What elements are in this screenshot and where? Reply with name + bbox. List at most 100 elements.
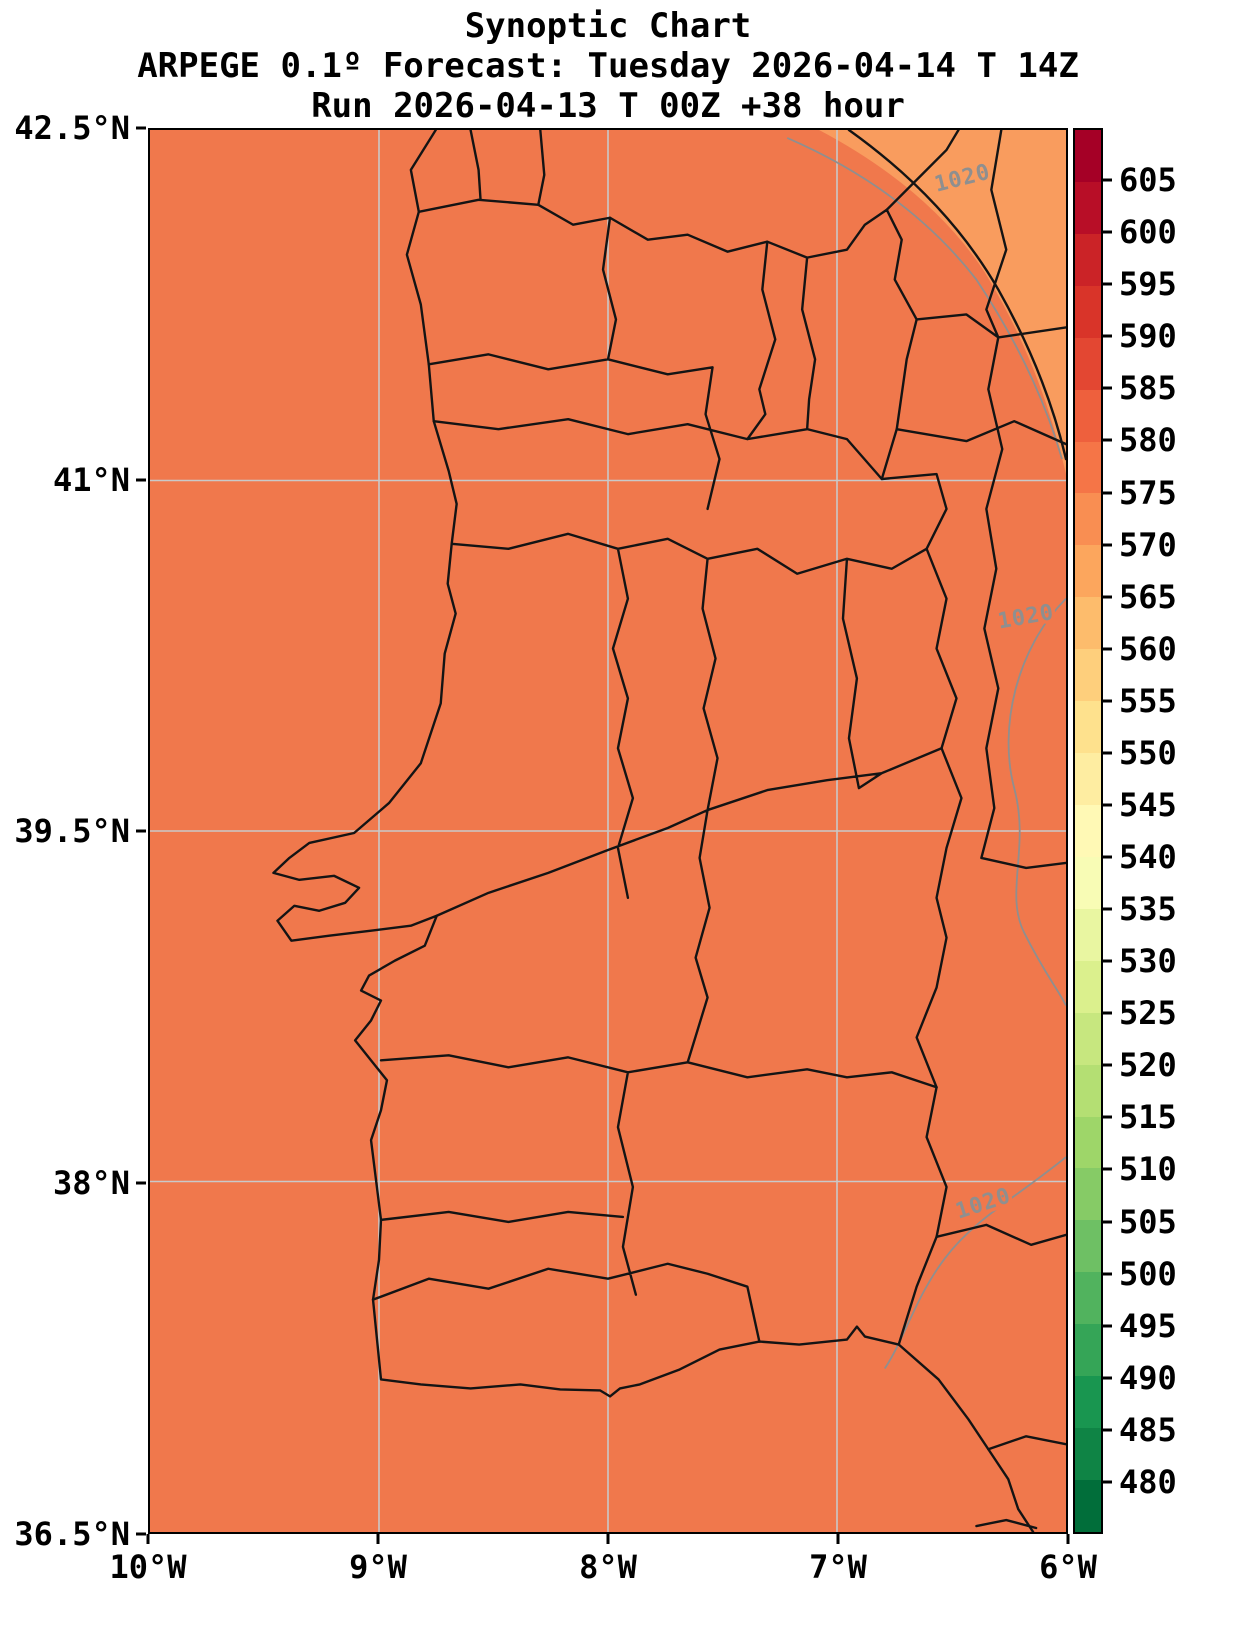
- x-tick-mark: [1066, 1534, 1070, 1544]
- colorbar-band: [1075, 1428, 1101, 1480]
- colorbar-tick-mark: [1103, 1220, 1112, 1224]
- colorbar-tick-mark: [1103, 803, 1112, 807]
- colorbar-tick-label: 550: [1119, 733, 1177, 772]
- title-block: Synoptic Chart ARPEGE 0.1º Forecast: Tue…: [0, 6, 1216, 126]
- colorbar-tick-label: 515: [1119, 1098, 1177, 1137]
- colorbar-tick-mark: [1103, 647, 1112, 651]
- colorbar-tick-label: 565: [1119, 577, 1177, 616]
- colorbar-band: [1075, 1272, 1101, 1325]
- y-tick-label: 38°N: [52, 1163, 130, 1202]
- colorbar-tick-mark: [1103, 1272, 1112, 1276]
- y-tick-label: 42.5°N: [14, 109, 130, 147]
- colorbar: [1073, 128, 1103, 1534]
- colorbar-band: [1075, 701, 1101, 754]
- colorbar-band: [1075, 337, 1101, 390]
- colorbar-band: [1075, 649, 1101, 702]
- colorbar-tick-mark: [1103, 438, 1112, 442]
- portugal-spain-border: [417, 198, 963, 1346]
- colorbar-tick-mark: [1103, 282, 1112, 286]
- colorbar-tick-mark: [1103, 491, 1112, 495]
- x-tick-label: 6°W: [1039, 1548, 1097, 1586]
- y-axis: 42.5°N 41°N 39.5°N 38°N 36.5°N: [0, 109, 148, 1553]
- x-tick-label: 7°W: [809, 1548, 867, 1586]
- colorbar-band: [1075, 1376, 1101, 1429]
- colorbar-tick-mark: [1103, 1011, 1112, 1015]
- colorbar-tick-label: 605: [1119, 161, 1177, 200]
- colorbar-band: [1075, 1064, 1101, 1117]
- colorbar-tick-mark: [1103, 855, 1112, 859]
- spain-province-borders: [847, 130, 1066, 1530]
- x-tick-mark: [146, 1534, 150, 1544]
- y-tick-label: 36.5°N: [14, 1515, 130, 1553]
- colorbar-tick-mark: [1103, 178, 1112, 182]
- colorbar-band: [1075, 130, 1101, 182]
- colorbar-band: [1075, 1479, 1101, 1532]
- district-borders: [371, 130, 943, 1343]
- colorbar-tick-label: 545: [1119, 785, 1177, 824]
- colorbar-band: [1075, 597, 1101, 650]
- colorbar-tick-label: 595: [1119, 265, 1177, 304]
- colorbar-tick-mark: [1103, 386, 1112, 390]
- y-tick-mark: [136, 126, 146, 130]
- colorbar-tick-mark: [1103, 959, 1112, 963]
- colorbar-band: [1075, 389, 1101, 442]
- colorbar-tick-mark: [1103, 1167, 1112, 1171]
- chart-title: Synoptic Chart: [464, 6, 752, 46]
- colorbar-tick-label: 570: [1119, 525, 1177, 564]
- colorbar-tick-mark: [1103, 334, 1112, 338]
- colorbar-band: [1075, 804, 1101, 857]
- colorbar-tick-label: 490: [1119, 1358, 1177, 1397]
- x-tick-label: 10°W: [109, 1548, 187, 1586]
- colorbar-tick-label: 560: [1119, 629, 1177, 668]
- y-tick-mark: [136, 829, 146, 833]
- colorbar-tick-label: 485: [1119, 1410, 1177, 1449]
- colorbar-tick-mark: [1103, 1115, 1112, 1119]
- colorbar-band: [1075, 960, 1101, 1013]
- colorbar-band: [1075, 1168, 1101, 1221]
- colorbar-band: [1075, 856, 1101, 909]
- x-tick-label: 8°W: [579, 1548, 637, 1586]
- coastline: [272, 130, 1035, 1532]
- x-axis: 10°W 9°W 8°W 7°W 6°W: [109, 1534, 1097, 1614]
- colorbar-band: [1075, 1324, 1101, 1377]
- map-plot: 1020 1020 1020: [148, 128, 1068, 1534]
- colorbar-tick-label: 590: [1119, 317, 1177, 356]
- colorbar-tick-label: 540: [1119, 838, 1177, 877]
- colorbar-tick-label: 580: [1119, 421, 1177, 460]
- colorbar-tick-mark: [1103, 1324, 1112, 1328]
- map-svg: 1020 1020 1020: [150, 130, 1066, 1532]
- colorbar-band: [1075, 545, 1101, 598]
- colorbar-tick-mark: [1103, 230, 1112, 234]
- colorbar-band: [1075, 493, 1101, 546]
- colorbar-tick-mark: [1103, 543, 1112, 547]
- y-tick-mark: [136, 478, 146, 481]
- colorbar-tick-label: 600: [1119, 213, 1177, 252]
- y-tick-mark: [136, 1181, 146, 1184]
- geopotential-fill-light-band: [819, 130, 1066, 475]
- colorbar-tick-mark: [1103, 1428, 1112, 1432]
- colorbar-tick-mark: [1103, 595, 1112, 599]
- colorbar-tick-label: 525: [1119, 994, 1177, 1033]
- colorbar-tick-label: 555: [1119, 681, 1177, 720]
- colorbar-tick-label: 585: [1119, 369, 1177, 408]
- colorbar-tick-label: 535: [1119, 890, 1177, 929]
- colorbar-labels: 605 600 595 590 585 580 575 570 565 560 555 550 545 5…: [1103, 128, 1253, 1534]
- x-tick-mark: [836, 1534, 840, 1544]
- y-tick-label: 39.5°N: [14, 812, 130, 850]
- colorbar-tick-label: 505: [1119, 1202, 1177, 1241]
- colorbar-band: [1075, 285, 1101, 338]
- isobar-1020-east: [1007, 598, 1066, 1006]
- colorbar-tick-label: 510: [1119, 1150, 1177, 1189]
- colorbar-band: [1075, 1116, 1101, 1169]
- colorbar-band: [1075, 908, 1101, 961]
- x-tick-mark: [606, 1534, 610, 1544]
- colorbar-tick-label: 495: [1119, 1306, 1177, 1345]
- x-tick-label: 9°W: [349, 1548, 407, 1586]
- colorbar-band: [1075, 441, 1101, 494]
- admin-boundaries: [272, 130, 1066, 1532]
- chart-subtitle: ARPEGE 0.1º Forecast: Tuesday 2026-04-14…: [137, 46, 1079, 86]
- x-tick-mark: [376, 1534, 380, 1544]
- colorbar-tick-mark: [1103, 1376, 1112, 1380]
- colorbar-tick-mark: [1103, 751, 1112, 755]
